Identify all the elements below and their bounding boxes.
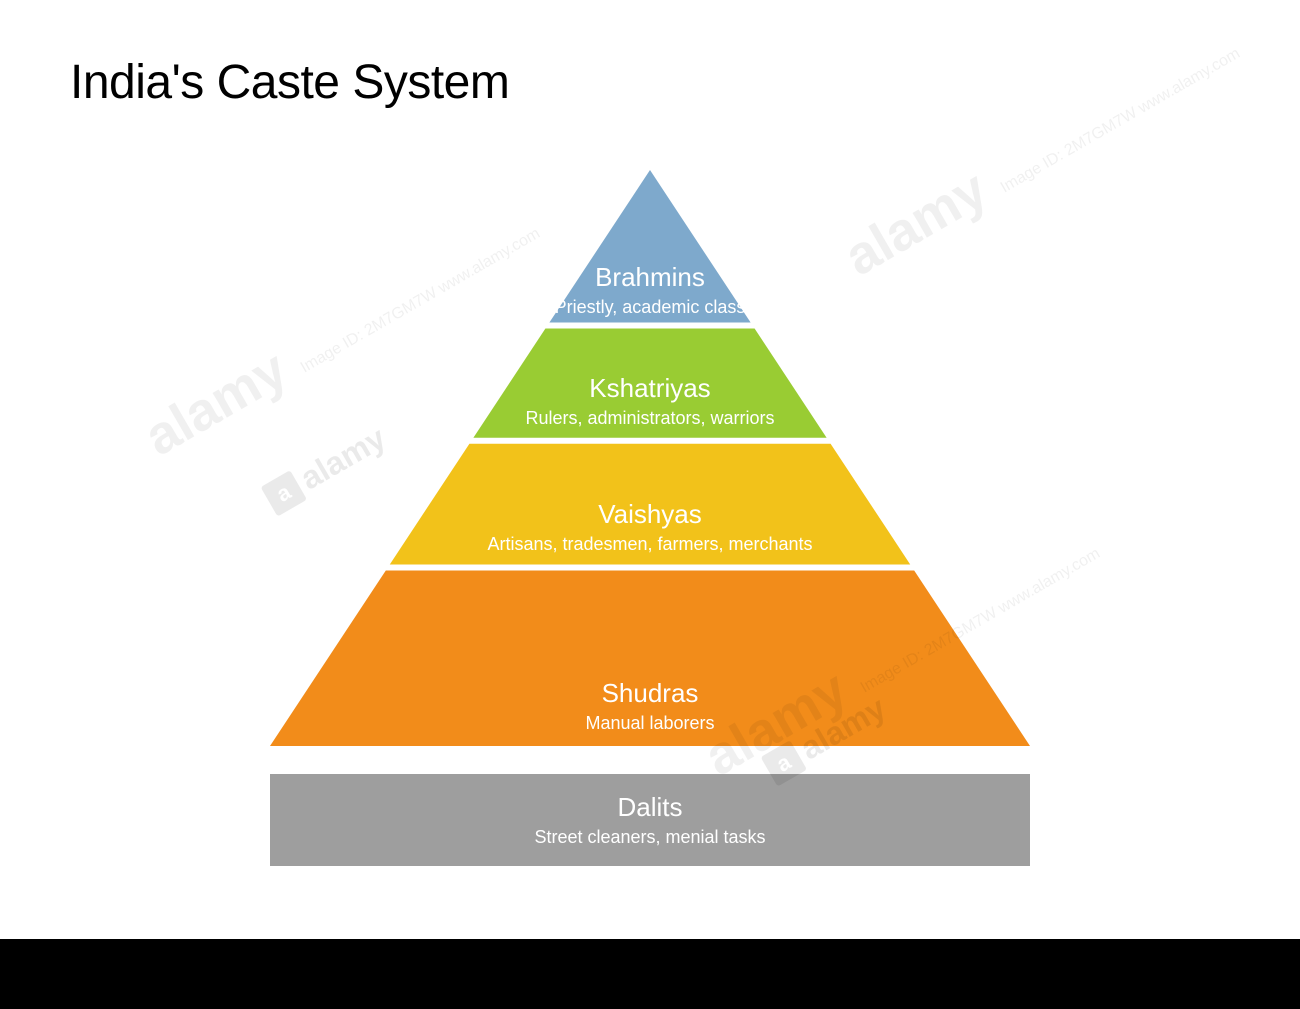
bottom-bar	[0, 939, 1300, 1009]
pyramid-base: Dalits Street cleaners, menial tasks	[270, 774, 1030, 866]
page-title: India's Caste System	[70, 55, 509, 110]
pyramid-layer-1	[473, 329, 826, 438]
watermark-code: Image ID: 2M7GM7W www.alamy.com	[998, 45, 1243, 196]
base-desc: Street cleaners, menial tasks	[534, 827, 765, 848]
pyramid-layer-0	[549, 170, 750, 323]
pyramid-layer-2	[390, 444, 910, 565]
watermark-3: alamy Image ID: 2M7GM7W www.alamy.com	[834, 14, 1248, 289]
base-name: Dalits	[617, 792, 682, 823]
